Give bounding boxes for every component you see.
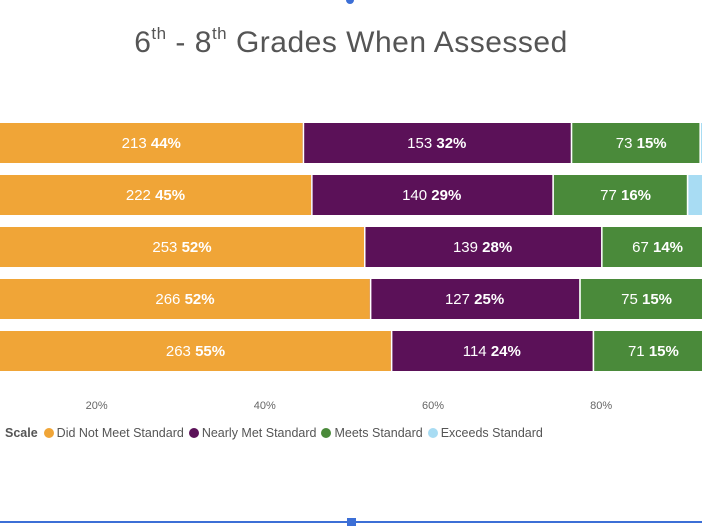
legend-item-exceeds[interactable]: Exceeds Standard: [427, 426, 543, 440]
data-label-did_not_meet-row-2: 222 45%: [126, 187, 185, 204]
data-label-meets-row-1: 73 15%: [616, 135, 667, 152]
bar-segment-did_not_meet-row-3[interactable]: [0, 227, 364, 267]
segment-divider: [302, 123, 305, 163]
bar-segment-meets-row-4[interactable]: [579, 279, 702, 319]
bar-segment-exceeds-row-2[interactable]: [686, 175, 702, 215]
bar-segment-nearly_met-row-5[interactable]: [390, 331, 593, 371]
bar-segment-nearly_met-row-3[interactable]: [364, 227, 602, 267]
segment-divider: [686, 175, 689, 215]
bar-segment-did_not_meet-row-4[interactable]: [0, 279, 370, 319]
data-label-meets-row-3: 67 14%: [632, 239, 683, 256]
segment-divider: [570, 123, 573, 163]
data-label-nearly_met-row-4: 127 25%: [445, 291, 504, 308]
legend-item-meets[interactable]: Meets Standard: [321, 426, 423, 440]
legend-item-nearly-met[interactable]: Nearly Met Standard: [188, 426, 316, 440]
data-label-meets-row-4: 75 15%: [621, 291, 672, 308]
data-label-did_not_meet-row-4: 266 52%: [155, 291, 214, 308]
data-label-nearly_met-row-2: 140 29%: [402, 187, 461, 204]
segment-divider: [699, 123, 701, 163]
legend-swatch-did-not-meet: [43, 428, 54, 438]
bar-segment-did_not_meet-row-2[interactable]: [0, 175, 312, 215]
segment-divider: [364, 227, 366, 267]
data-label-did_not_meet-row-3: 253 52%: [152, 239, 211, 256]
segment-divider: [311, 175, 313, 215]
segment-divider: [601, 227, 603, 267]
segment-divider: [390, 331, 393, 371]
segment-divider: [579, 279, 581, 319]
bar-segment-nearly_met-row-2[interactable]: [311, 175, 553, 215]
legend-title: Scale: [5, 426, 38, 440]
x-tick-label: 60%: [422, 400, 444, 412]
bar-segment-meets-row-5[interactable]: [592, 331, 702, 371]
segment-divider: [369, 279, 372, 319]
bar-segment-nearly_met-row-1[interactable]: [302, 123, 571, 163]
data-label-did_not_meet-row-1: 213 44%: [122, 135, 181, 152]
top-resize-handle[interactable]: [346, 0, 354, 4]
legend: Scale Did Not Meet Standard Nearly Met S…: [5, 426, 548, 440]
data-label-nearly_met-row-1: 153 32%: [407, 135, 466, 152]
bar-segment-nearly_met-row-4[interactable]: [369, 279, 580, 319]
x-tick-label: 20%: [86, 400, 108, 412]
legend-swatch-meets: [321, 428, 332, 438]
data-label-meets-row-5: 71 15%: [628, 343, 679, 360]
legend-item-did-not-meet[interactable]: Did Not Meet Standard: [43, 426, 184, 440]
legend-swatch-exceeds: [427, 428, 438, 438]
data-label-nearly_met-row-5: 114 24%: [463, 343, 521, 360]
segment-divider: [592, 331, 595, 371]
bar-segment-meets-row-1[interactable]: [570, 123, 700, 163]
segment-divider: [552, 175, 554, 215]
bar-segment-did_not_meet-row-1[interactable]: [0, 123, 303, 163]
bar-segment-meets-row-2[interactable]: [552, 175, 687, 215]
stacked-bar-chart: 213 44% 153 32% 73 15% 222 45% 140 29% 77 16%…: [0, 123, 702, 412]
chart-title: 6th - 8th Grades When Assessed: [134, 24, 568, 59]
x-tick-label: 40%: [254, 400, 276, 412]
data-label-nearly_met-row-3: 139 28%: [453, 239, 512, 256]
bar-segment-did_not_meet-row-5[interactable]: [0, 331, 391, 371]
legend-swatch-nearly-met: [188, 428, 199, 438]
data-label-did_not_meet-row-5: 263 55%: [166, 343, 225, 360]
data-label-meets-row-2: 77 16%: [600, 187, 651, 204]
x-tick-label: 80%: [590, 400, 612, 412]
bar-segment-meets-row-3[interactable]: [601, 227, 702, 267]
bottom-resize-handle[interactable]: [347, 518, 356, 526]
